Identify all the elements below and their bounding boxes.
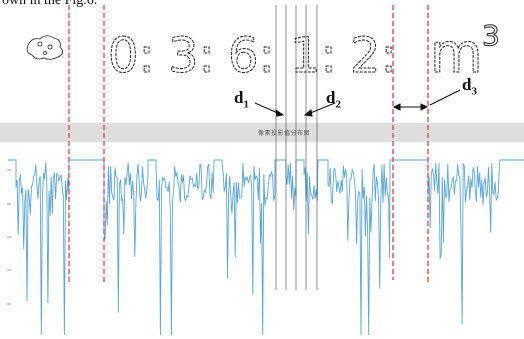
meter-logo-icon bbox=[26, 35, 63, 60]
gap-guide-lines bbox=[275, 5, 318, 290]
meter-digit: 6: bbox=[228, 28, 275, 84]
meter-digit: m bbox=[430, 22, 483, 85]
meter-digit: 3: bbox=[168, 28, 215, 84]
meter-digits: 0: 3: 6: 1: 2: m 3 bbox=[108, 19, 501, 86]
meter-unit-superscript: 3 bbox=[482, 19, 500, 52]
gap-label-d3: d3 bbox=[462, 75, 477, 98]
caption-fragment: own in the Fig.6. bbox=[2, 0, 98, 8]
band-label: 像素投影值分布图 bbox=[258, 130, 311, 137]
y-ticks bbox=[7, 169, 11, 305]
meter-digit: 0: bbox=[108, 28, 155, 84]
gap-label-d1: d1 bbox=[234, 88, 249, 111]
digit-separators bbox=[68, 5, 429, 285]
gap-label-d2: d2 bbox=[326, 88, 341, 111]
projection-waveform bbox=[8, 159, 524, 336]
meter-digit: 2: bbox=[350, 28, 397, 84]
meter-digit: 1: bbox=[290, 28, 337, 84]
gap-arrows bbox=[254, 89, 461, 117]
